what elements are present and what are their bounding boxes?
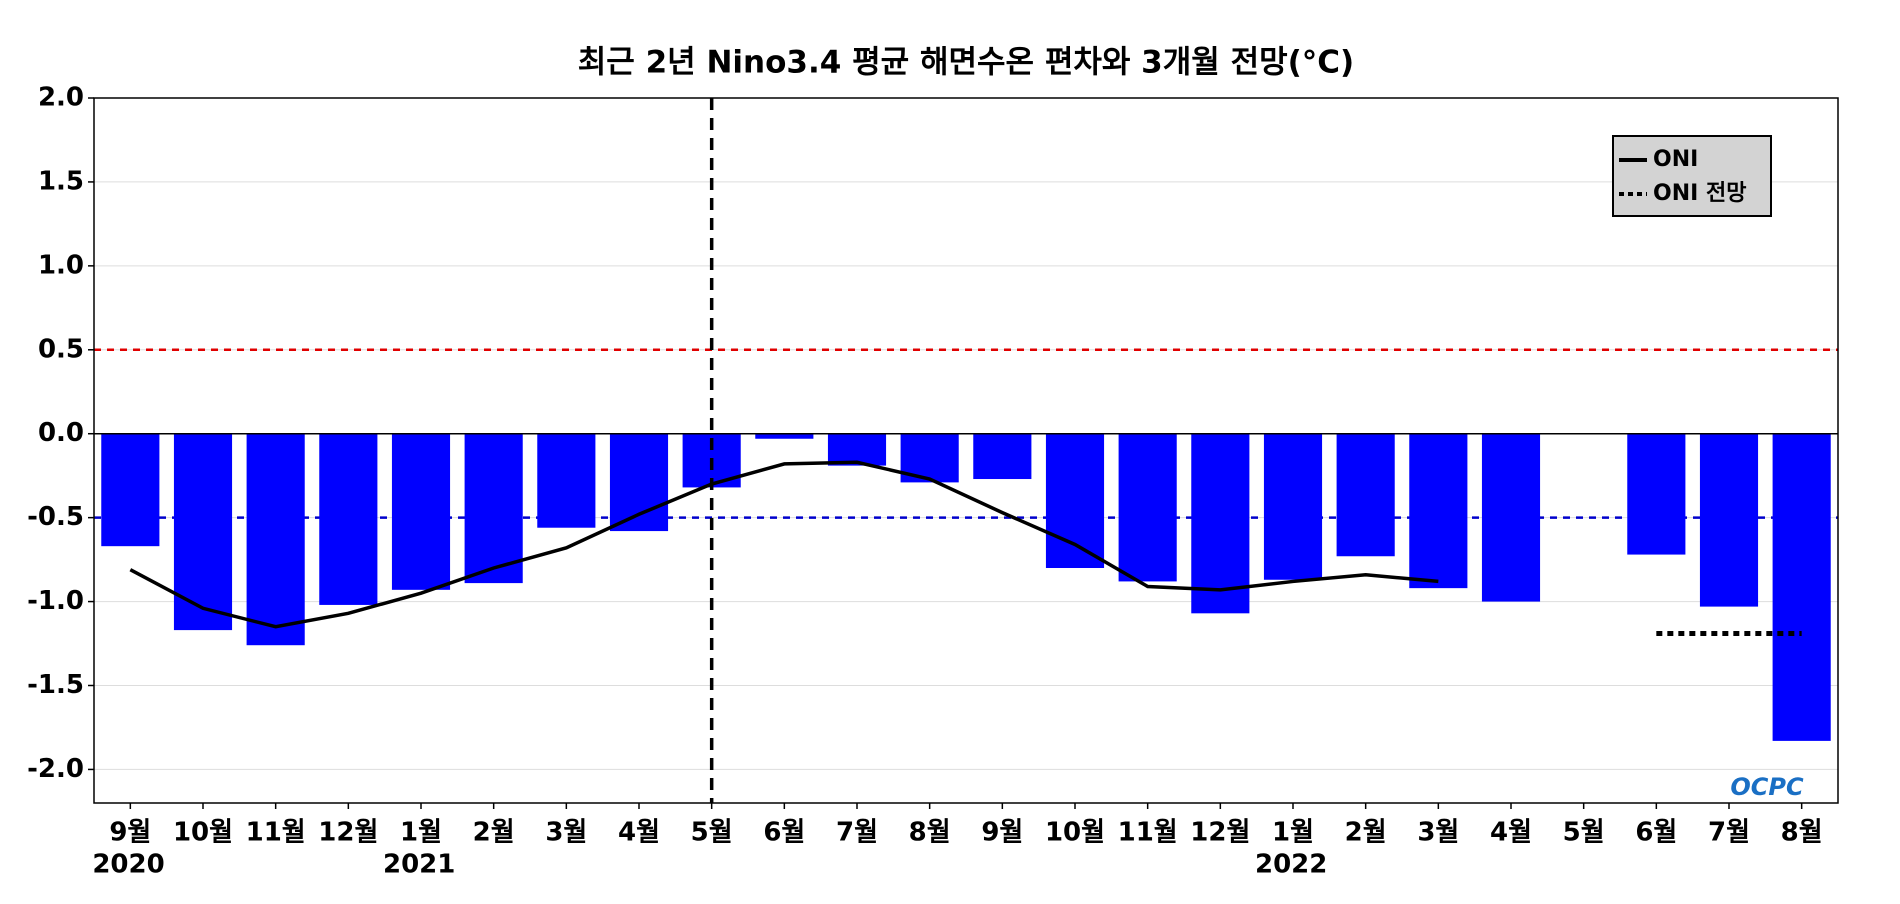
bar <box>391 433 451 590</box>
y-tick-label: 2.0 <box>38 83 84 113</box>
bar <box>101 433 160 547</box>
x-tick-label: 8월 <box>1781 818 1823 848</box>
chart-title: 최근 2년 Nino3.4 평균 해면수온 편차와 3개월 전망(°C) <box>578 45 1354 81</box>
x-tick-label: 11월 <box>246 818 306 848</box>
bar <box>1699 433 1759 607</box>
x-tick-label: 10월 <box>173 818 233 848</box>
y-tick-label: 1.0 <box>38 250 84 280</box>
x-year-label: 2021 <box>383 850 455 880</box>
y-tick-label: -1.5 <box>27 670 84 700</box>
bar <box>1627 433 1686 555</box>
x-tick-label: 12월 <box>1190 818 1250 848</box>
x-tick-label: 3월 <box>1417 818 1459 848</box>
x-tick-label: 5월 <box>691 818 733 848</box>
bar <box>173 433 233 631</box>
bar <box>827 433 887 466</box>
x-tick-label: 4월 <box>618 818 660 848</box>
y-tick-label: -0.5 <box>27 502 84 532</box>
bar <box>1481 433 1541 602</box>
bar <box>1336 433 1395 557</box>
x-tick-label: 5월 <box>1563 818 1605 848</box>
line-series <box>129 460 1439 629</box>
x-tick-label: 10월 <box>1045 818 1105 848</box>
bar <box>1045 433 1105 568</box>
x-tick-label: 9월 <box>109 818 151 848</box>
plot-frame <box>93 97 1839 804</box>
bar <box>1263 433 1323 580</box>
x-tick-label: 12월 <box>318 818 378 848</box>
x-year-label: 2020 <box>92 850 164 880</box>
bar <box>1191 433 1250 614</box>
x-year-label: 2022 <box>1255 850 1327 880</box>
x-tick-label: 2월 <box>473 818 515 848</box>
x-tick-label: 4월 <box>1490 818 1532 848</box>
bar <box>1772 433 1831 741</box>
x-tick-label: 8월 <box>909 818 951 848</box>
bar <box>537 433 596 528</box>
bar <box>464 433 523 584</box>
x-tick-label: 11월 <box>1118 818 1178 848</box>
legend-box <box>1612 135 1772 217</box>
y-tick-label: 1.5 <box>38 166 84 196</box>
x-tick-label: 6월 <box>1635 818 1677 848</box>
bar <box>1118 433 1177 582</box>
bar <box>246 433 305 646</box>
legend-label: ONI <box>1653 147 1698 172</box>
x-tick-label: 3월 <box>545 818 587 848</box>
x-tick-label: 1월 <box>1272 818 1314 848</box>
y-tick-label: 0.0 <box>38 418 84 448</box>
y-tick-label: -2.0 <box>27 754 84 784</box>
bar <box>319 433 378 605</box>
legend-label: ONI 전망 <box>1653 181 1746 206</box>
bar <box>973 433 1032 480</box>
y-tick-label: -1.0 <box>27 586 84 616</box>
x-tick-label: 9월 <box>981 818 1023 848</box>
x-tick-label: 6월 <box>763 818 805 848</box>
x-tick-label: 7월 <box>836 818 878 848</box>
bar <box>755 433 814 439</box>
x-tick-label: 1월 <box>400 818 442 848</box>
logo: OCPC <box>1730 773 1804 801</box>
y-tick-label: 0.5 <box>38 334 84 364</box>
bar <box>609 433 669 532</box>
x-tick-label: 7월 <box>1708 818 1750 848</box>
x-tick-label: 2월 <box>1345 818 1387 848</box>
bar <box>1409 433 1468 589</box>
